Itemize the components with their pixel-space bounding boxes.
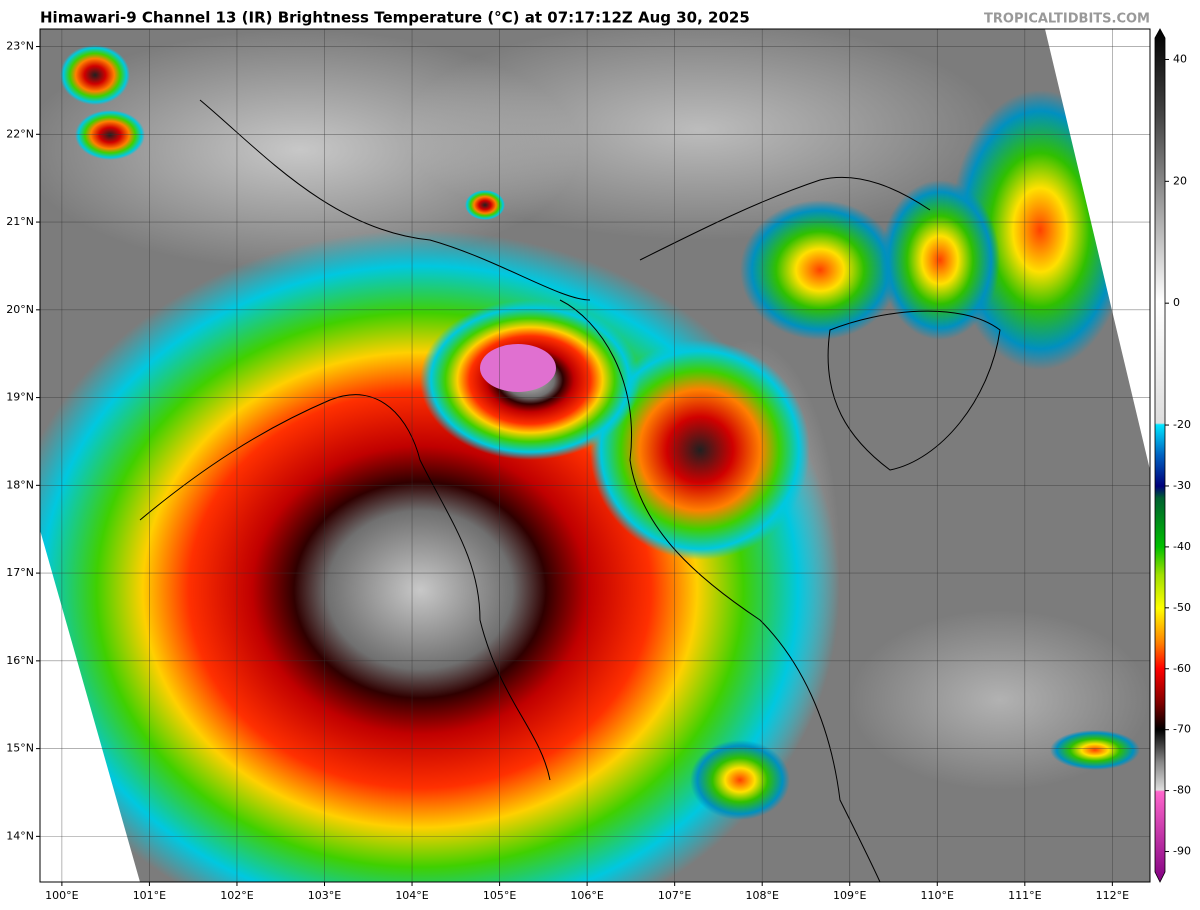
lon-label: 109°E — [833, 889, 866, 902]
lon-label: 107°E — [658, 889, 691, 902]
colorbar — [1154, 28, 1166, 883]
title: Himawari-9 Channel 13 (IR) Brightness Te… — [40, 9, 750, 27]
imagery — [40, 29, 1150, 882]
colorbar-label: -70 — [1173, 723, 1191, 736]
lat-label: 22°N — [6, 127, 34, 140]
colorbar-label: -90 — [1173, 845, 1191, 858]
lon-label: 112°E — [1096, 889, 1129, 902]
lon-label: 111°E — [1008, 889, 1041, 902]
lat-label: 18°N — [6, 478, 34, 491]
colorbar-label: -40 — [1173, 540, 1191, 553]
lon-label: 103°E — [308, 889, 341, 902]
colorbar-label: -30 — [1173, 479, 1191, 492]
lon-label: 100°E — [45, 889, 78, 902]
lat-label: 23°N — [6, 40, 34, 53]
colorbar-label: -50 — [1173, 601, 1191, 614]
colorbar-label: 20 — [1173, 174, 1187, 187]
lat-label: 15°N — [6, 742, 34, 755]
lon-label: 108°E — [745, 889, 778, 902]
lat-label: 14°N — [6, 829, 34, 842]
colorbar-label: 40 — [1173, 52, 1187, 65]
lon-label: 102°E — [220, 889, 253, 902]
watermark: TROPICALTIDBITS.COM — [984, 12, 1150, 27]
colorbar-label: 0 — [1173, 296, 1180, 309]
lat-label: 17°N — [6, 566, 34, 579]
lat-label: 16°N — [6, 654, 34, 667]
lon-label: 104°E — [395, 889, 428, 902]
lat-label: 21°N — [6, 215, 34, 228]
lon-label: 106°E — [570, 889, 603, 902]
lon-label: 105°E — [483, 889, 516, 902]
map-frame — [39, 28, 1151, 883]
lat-label: 19°N — [6, 391, 34, 404]
lat-label: 20°N — [6, 303, 34, 316]
colorbar-label: -60 — [1173, 662, 1191, 675]
colorbar-label: -20 — [1173, 418, 1191, 431]
lon-label: 101°E — [133, 889, 166, 902]
graticule — [40, 29, 1150, 882]
lon-label: 110°E — [921, 889, 954, 902]
colorbar-label: -80 — [1173, 784, 1191, 797]
